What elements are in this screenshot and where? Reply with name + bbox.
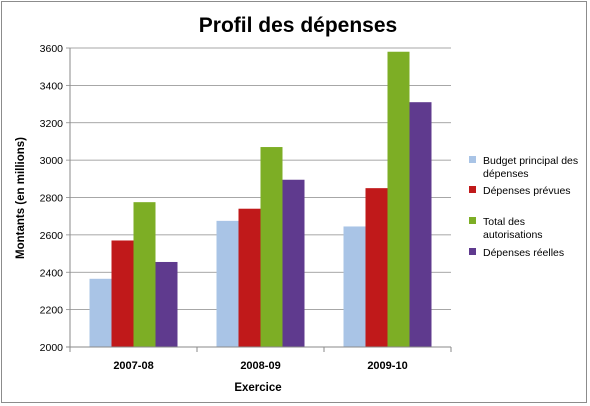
y-tick-label: 2800 [40,193,64,205]
axes [66,48,452,352]
legend-swatch [469,186,476,193]
bar [238,208,261,347]
y-tick-labels: 2000 2200 2400 2600 2800 3000 3200 3400 3600 [40,43,64,354]
legend-swatch [469,156,476,163]
bar [260,147,283,347]
bar [111,240,134,347]
y-tick-label: 2200 [40,305,64,317]
legend-label: autorisations [483,229,543,241]
bars [89,51,432,348]
legend-label: Dépenses prévues [483,185,571,197]
y-tick-label: 3000 [40,155,64,167]
legend-label: Dépenses réelles [483,247,564,259]
bar [216,220,239,347]
x-tick-label: 2009-10 [367,360,407,372]
bar [409,102,432,347]
y-tick-label: 2000 [40,342,64,354]
legend-swatch [469,248,476,255]
chart-title: Profil des dépenses [199,14,397,37]
bar [343,226,366,347]
legend-label: Total des [483,216,525,228]
y-axis-label: Montants (en millions) [15,137,27,259]
x-axis-label: Exercice [234,382,281,394]
x-tick-label: 2007-08 [113,360,153,372]
x-tick-label: 2008-09 [240,360,280,372]
y-tick-label: 3200 [40,118,64,130]
legend-label: Budget principal des [483,155,578,167]
bar [365,188,388,347]
y-tick-label: 3400 [40,80,64,92]
legend-label: dépenses [483,168,529,180]
x-tick-labels: 2007-08 2008-09 2009-10 [113,360,407,372]
y-tick-label: 2400 [40,267,64,279]
y-tick-label: 3600 [40,43,64,55]
legend-swatch [469,217,476,224]
bar [155,261,178,347]
bar [282,179,305,347]
bar [133,202,156,347]
bar [387,51,410,348]
y-tick-label: 2600 [40,230,64,242]
bar [89,278,112,347]
